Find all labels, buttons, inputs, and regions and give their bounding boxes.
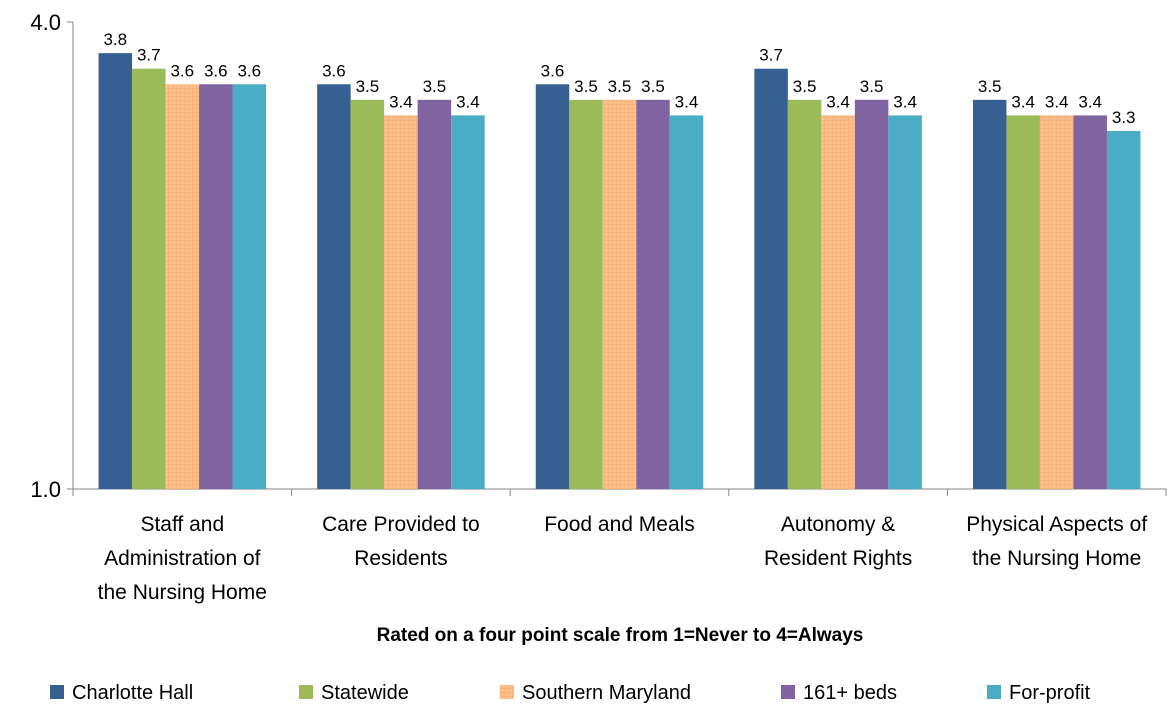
bar — [821, 115, 855, 490]
bar — [232, 84, 267, 490]
data-label: 3.5 — [356, 77, 380, 96]
legend-swatch — [50, 685, 64, 699]
data-label: 3.4 — [389, 92, 413, 111]
data-label: 3.6 — [541, 61, 565, 80]
data-label: 3.4 — [456, 92, 480, 111]
legend-label: Southern Maryland — [522, 682, 691, 704]
data-label: 3.5 — [860, 77, 884, 96]
bar — [669, 115, 704, 490]
bar — [535, 84, 570, 490]
bar — [754, 68, 788, 489]
legend-label: Statewide — [321, 682, 409, 704]
category-labels: Staff and Administration of the Nursing Ho… — [98, 513, 1148, 604]
x-axis-title: Rated on a four point scale from 1=Never… — [377, 625, 864, 646]
y-tick-label: 1.0 — [30, 477, 61, 502]
legend-swatch — [500, 685, 514, 699]
bar — [972, 99, 1007, 489]
bar — [417, 99, 452, 489]
data-label: 3.4 — [826, 92, 850, 111]
data-label: 3.4 — [675, 92, 699, 111]
data-label: 3.6 — [204, 61, 228, 80]
bar — [1006, 115, 1040, 490]
category-label-line: the Nursing Home — [98, 581, 267, 604]
data-label: 3.5 — [641, 77, 665, 96]
bar — [602, 99, 637, 489]
data-label: 3.6 — [170, 61, 194, 80]
bar — [787, 99, 822, 489]
category-label: Autonomy & Resident Rights — [764, 513, 912, 570]
bar — [1039, 115, 1074, 490]
legend-label: Charlotte Hall — [72, 682, 193, 704]
bar — [98, 53, 133, 490]
data-label: 3.5 — [574, 77, 598, 96]
bar — [132, 68, 166, 489]
category-label: Care Provided to Residents — [322, 513, 480, 570]
bars — [98, 53, 1141, 490]
bar — [1106, 130, 1141, 489]
y-tick-label: 4.0 — [30, 10, 61, 35]
bar — [451, 115, 485, 490]
category-label: Food and Meals — [544, 513, 695, 536]
bar — [199, 84, 233, 490]
category-label-line: Food and Meals — [544, 513, 695, 536]
category-label-line: Residents — [354, 547, 447, 570]
legend-swatch — [781, 685, 795, 699]
category-label-line: Physical Aspects of — [966, 513, 1147, 536]
bar — [636, 99, 670, 489]
bar — [165, 84, 200, 490]
category-label-line: Staff and — [140, 513, 224, 536]
data-label: 3.7 — [137, 46, 161, 65]
bar — [1073, 115, 1107, 490]
data-label: 3.6 — [237, 61, 261, 80]
legend-label: 161+ beds — [803, 682, 897, 704]
bar — [317, 84, 351, 490]
data-label: 3.5 — [793, 77, 817, 96]
data-label: 3.5 — [608, 77, 632, 96]
data-label: 3.4 — [1045, 92, 1069, 111]
data-label: 3.6 — [322, 61, 346, 80]
bar — [384, 115, 418, 490]
legend-swatch — [987, 685, 1001, 699]
legend-swatch — [299, 685, 313, 699]
category-label-line: Autonomy & — [781, 513, 895, 536]
data-label: 3.5 — [978, 77, 1002, 96]
bar — [854, 99, 889, 489]
data-labels: 3.8 3.7 3.6 3.6 3.6 3.6 3.5 3.4 3.5 3.4 3.6 3.5 3.5 3… — [103, 30, 1135, 127]
data-label: 3.5 — [423, 77, 447, 96]
category-label-line: Administration of — [104, 547, 261, 570]
data-label: 3.4 — [1011, 92, 1035, 111]
bar — [350, 99, 385, 489]
bar — [569, 99, 603, 489]
data-label: 3.4 — [1078, 92, 1102, 111]
legend-label: For-profit — [1009, 682, 1091, 704]
category-label-line: Resident Rights — [764, 547, 912, 570]
data-label: 3.4 — [893, 92, 917, 111]
category-label-line: the Nursing Home — [972, 547, 1141, 570]
bar — [888, 115, 922, 490]
data-label: 3.7 — [759, 46, 783, 65]
category-label: Staff and Administration of the Nursing Ho… — [98, 513, 267, 604]
data-label: 3.8 — [103, 30, 127, 49]
legend: Charlotte Hall Statewide Southern Maryland… — [50, 682, 1091, 704]
data-label: 3.3 — [1112, 108, 1136, 127]
category-label-line: Care Provided to — [322, 513, 480, 536]
category-label: Physical Aspects of the Nursing Home — [966, 513, 1147, 570]
